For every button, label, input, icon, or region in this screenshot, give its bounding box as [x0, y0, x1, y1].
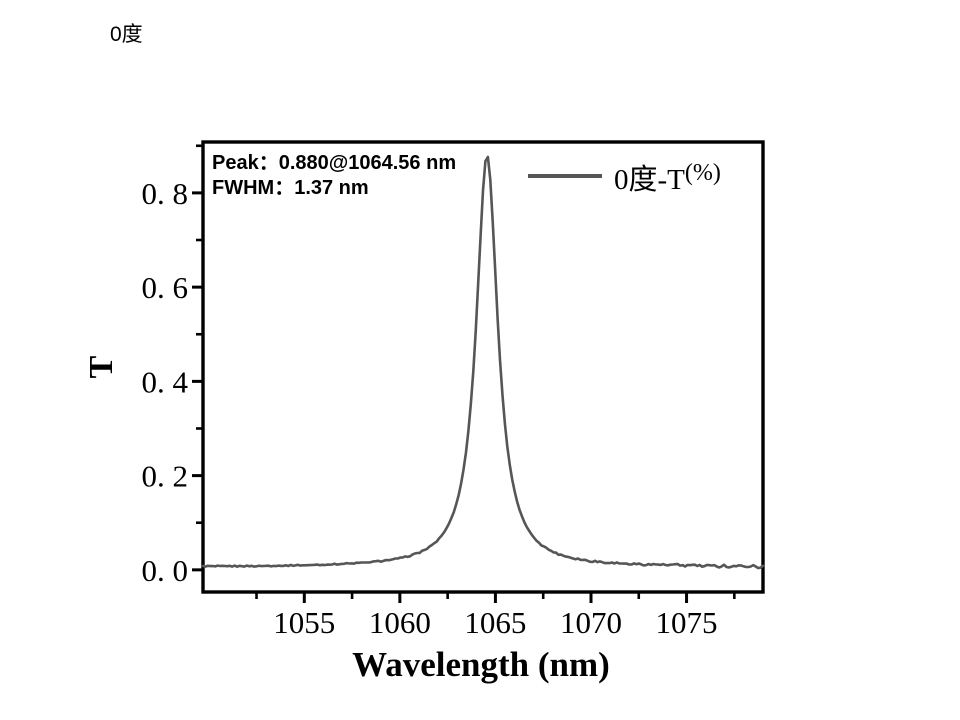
- y-axis-title: T: [83, 355, 120, 378]
- spectrum-curve: [201, 155, 765, 570]
- y-tick-label: 0. 4: [142, 364, 189, 399]
- x-axis-title: Wavelength (nm): [352, 645, 610, 684]
- legend: 0度-T(%): [528, 160, 721, 196]
- x-tick-label: 1060: [369, 605, 431, 640]
- x-tick-label: 1075: [656, 605, 718, 640]
- x-tick-label: 1055: [273, 605, 335, 640]
- axes: 1055 1060 1065 1070 1075 0. 0 0. 2 0. 4 0. 6 0. 8: [142, 140, 765, 640]
- annotation-fwhm: FWHM：1.37 nm: [212, 177, 369, 199]
- y-tick-label: 0. 0: [142, 553, 189, 588]
- legend-label-sup: (%): [685, 160, 721, 186]
- x-tick-label: 1070: [560, 605, 622, 640]
- y-tick-label: 0. 2: [142, 459, 189, 494]
- page-title: 0度: [110, 23, 143, 46]
- annotation-peak: Peak：0.880@1064.56 nm: [212, 152, 456, 174]
- legend-label: 0度-T(%): [614, 160, 721, 196]
- y-tick-label: 0. 6: [142, 270, 189, 305]
- y-tick-label: 0. 8: [142, 176, 189, 211]
- x-tick-label: 1065: [464, 605, 526, 640]
- legend-label-main: 0度-T: [614, 163, 685, 196]
- plot-frame: [201, 140, 765, 594]
